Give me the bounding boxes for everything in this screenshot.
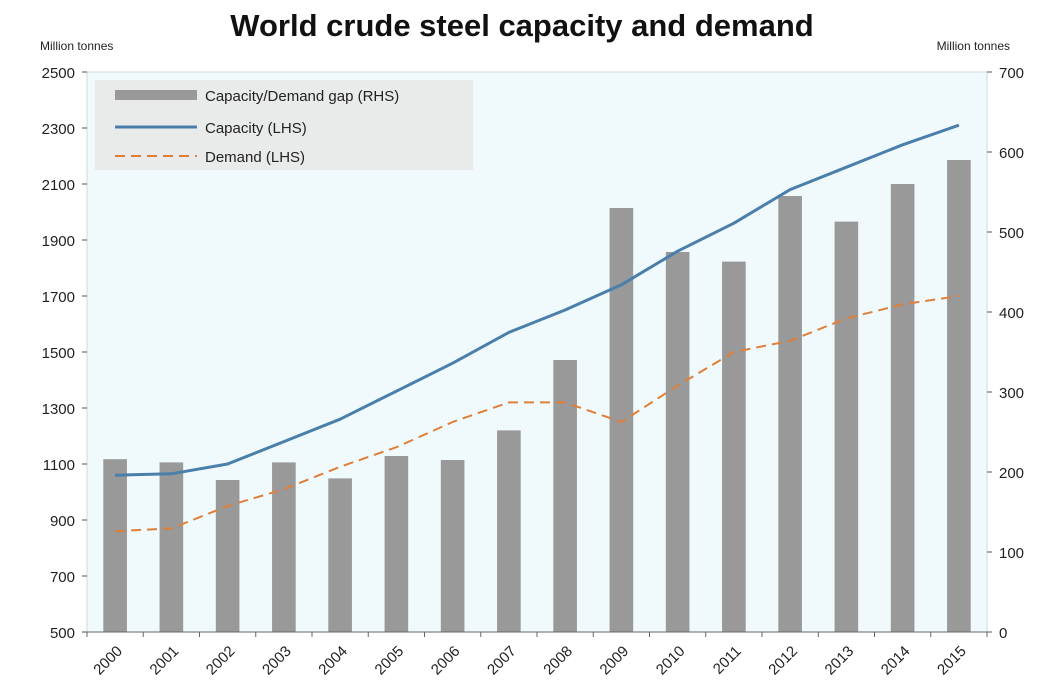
bar-gap-2000 bbox=[103, 459, 127, 632]
bar-gap-2001 bbox=[159, 462, 184, 632]
left-tick-label: 500 bbox=[50, 625, 75, 642]
legend-label-gap: Capacity/Demand gap (RHS) bbox=[205, 88, 399, 105]
bar-gap-2002 bbox=[215, 480, 240, 632]
x-tick-label: 2012 bbox=[765, 643, 801, 679]
legend-swatch-gap bbox=[115, 90, 197, 100]
x-tick-label: 2003 bbox=[259, 643, 295, 679]
legend-label-demand: Demand (LHS) bbox=[205, 149, 305, 166]
left-tick-label: 700 bbox=[50, 569, 75, 586]
left-tick-label: 1900 bbox=[42, 233, 75, 250]
line-capacity bbox=[115, 123, 960, 477]
right-tick-label: 400 bbox=[999, 305, 1024, 322]
x-axis: 2000 2001 2002 2003 2004 2005 2006 2007 2008 2009… bbox=[86, 631, 988, 679]
x-tick-label: 2001 bbox=[147, 643, 183, 679]
x-tick-label: 2006 bbox=[428, 643, 464, 679]
x-tick-label: 2000 bbox=[90, 643, 126, 679]
x-tick-label: 2005 bbox=[372, 643, 408, 679]
left-tick-label: 1300 bbox=[42, 401, 75, 418]
x-tick-label: 2010 bbox=[653, 643, 689, 679]
bar-gap-2012 bbox=[778, 196, 802, 632]
left-axis: 2500 2300 2100 1900 1700 1500 1300 1100 900 700 50… bbox=[42, 65, 87, 642]
bar-gap-2007 bbox=[497, 430, 521, 632]
bar-gap-2004 bbox=[328, 478, 352, 632]
series-lines bbox=[115, 123, 960, 533]
left-tick-label: 1700 bbox=[42, 289, 75, 306]
left-tick-label: 1500 bbox=[42, 345, 75, 362]
legend-label-capacity: Capacity (LHS) bbox=[205, 120, 307, 137]
right-tick-label: 300 bbox=[999, 385, 1024, 402]
legend: Capacity/Demand gap (RHS) Capacity (LHS)… bbox=[95, 80, 473, 170]
bar-gap-2009 bbox=[609, 208, 634, 632]
x-tick-label: 2011 bbox=[710, 643, 745, 678]
x-tick-label: 2002 bbox=[203, 643, 239, 679]
right-tick-label: 100 bbox=[999, 545, 1024, 562]
left-tick-label: 2500 bbox=[42, 65, 75, 82]
x-tick-label: 2007 bbox=[484, 643, 520, 679]
bar-gap-2008 bbox=[553, 360, 577, 632]
left-axis-unit: Million tonnes bbox=[40, 39, 113, 53]
x-tick-label: 2009 bbox=[597, 643, 633, 679]
x-tick-label: 2004 bbox=[315, 643, 351, 679]
x-tick-label: 2013 bbox=[822, 643, 858, 679]
bar-gap-2011 bbox=[722, 261, 746, 632]
right-tick-label: 200 bbox=[999, 465, 1024, 482]
left-tick-label: 2300 bbox=[42, 121, 75, 138]
bar-gap-2013 bbox=[834, 221, 859, 632]
x-tick-label: 2014 bbox=[878, 643, 914, 679]
bar-gap-2006 bbox=[440, 460, 465, 632]
x-tick-label: 2008 bbox=[540, 643, 576, 679]
right-axis-unit: Million tonnes bbox=[937, 39, 1010, 53]
right-tick-label: 600 bbox=[999, 145, 1024, 162]
right-tick-label: 0 bbox=[999, 625, 1007, 642]
x-tick-label: 2015 bbox=[934, 643, 970, 679]
bar-gap-2015 bbox=[947, 160, 971, 632]
bar-gap-2010 bbox=[665, 252, 690, 632]
gap-bars bbox=[103, 160, 971, 632]
left-tick-label: 1100 bbox=[43, 457, 75, 474]
left-tick-label: 900 bbox=[50, 513, 75, 530]
bar-gap-2003 bbox=[272, 462, 296, 632]
line-demand bbox=[115, 295, 960, 533]
left-tick-label: 2100 bbox=[42, 177, 75, 194]
right-tick-label: 500 bbox=[999, 225, 1024, 242]
right-axis: 700 600 500 400 300 200 100 0 bbox=[987, 65, 1024, 642]
bar-gap-2014 bbox=[890, 184, 915, 632]
chart-title: World crude steel capacity and demand bbox=[230, 8, 813, 43]
bar-gap-2005 bbox=[384, 456, 409, 632]
right-tick-label: 700 bbox=[999, 65, 1024, 82]
